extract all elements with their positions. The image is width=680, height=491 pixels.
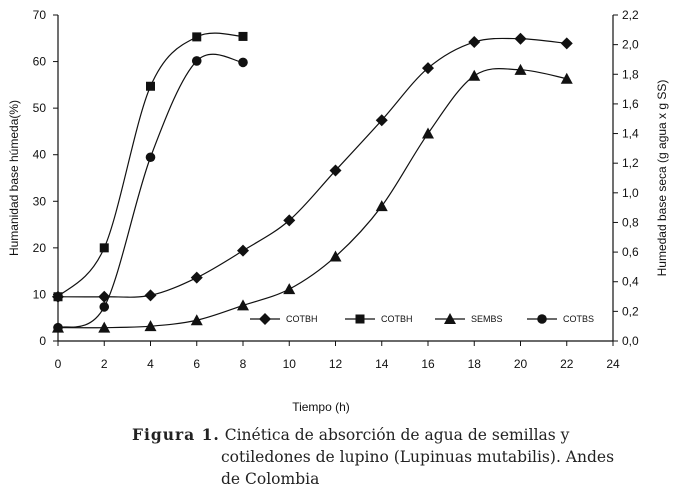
legend-label: COTBH — [286, 314, 318, 324]
data-point-diamond — [560, 37, 573, 50]
legend-marker-square — [355, 314, 365, 324]
y-right-tick-label: 0,8 — [622, 215, 639, 229]
caption-line-3: de Colombia — [221, 470, 320, 488]
legend-item: COTBH — [250, 313, 318, 325]
x-tick-label: 20 — [514, 357, 528, 371]
legend-item: COTBH — [345, 314, 413, 324]
data-point-triangle — [329, 250, 342, 262]
x-axis-title: Tiempo (h) — [292, 400, 350, 414]
data-point-circle — [99, 302, 110, 312]
data-point-square — [146, 81, 155, 91]
data-point-triangle — [98, 321, 111, 333]
legend: COTBH COTBH SEMBS COTBS — [250, 313, 594, 325]
y-left-tick-label: 20 — [33, 241, 47, 255]
y-left-tick-label: 30 — [33, 194, 47, 208]
data-point-square — [53, 292, 63, 302]
x-tick-label: 16 — [421, 357, 435, 371]
y-left-tick-label: 0 — [39, 334, 46, 348]
y-right-tick-label: 0,0 — [622, 334, 639, 348]
data-point-triangle — [468, 69, 481, 81]
y-left-tick-label: 70 — [33, 8, 47, 22]
tick-labels: 0 2 4 6 8 10 12 14 16 18 20 22 240102030405060700,00… — [33, 8, 639, 371]
series-cotbs-circle — [53, 53, 248, 333]
legend-marker-circle — [537, 314, 547, 324]
data-point-diamond — [283, 214, 296, 227]
y-left-tick-label: 60 — [33, 55, 47, 69]
y-right-tick-label: 1,2 — [622, 156, 639, 170]
figure-label: Figura 1. — [132, 425, 220, 444]
data-point-circle — [238, 57, 248, 68]
data-point-diamond — [514, 32, 527, 45]
data-point-triangle — [237, 299, 249, 311]
data-point-triangle — [514, 63, 527, 75]
y-right-tick-label: 1,4 — [622, 127, 639, 141]
legend-marker-diamond — [259, 313, 271, 325]
legend-label: SEMBS — [471, 314, 503, 324]
legend-item: SEMBS — [435, 313, 503, 324]
series-layer — [52, 31, 573, 333]
data-point-diamond — [422, 62, 434, 75]
x-tick-label: 2 — [101, 357, 108, 371]
y-axis-left-title: Humanidad base húmeda(%) — [7, 100, 21, 256]
series-line — [57, 37, 567, 298]
y-right-tick-label: 0,4 — [622, 275, 639, 289]
y-right-tick-label: 0,6 — [622, 245, 639, 259]
series-sembs-triangle — [52, 63, 573, 333]
x-tick-label: 10 — [283, 357, 297, 371]
legend-marker-triangle — [444, 313, 456, 324]
data-point-diamond — [237, 244, 249, 257]
series-cotbh-square — [53, 31, 248, 302]
data-point-triangle — [375, 200, 388, 212]
data-point-diamond — [375, 114, 388, 127]
y-left-tick-label: 10 — [33, 287, 47, 301]
series-cotbh-diamond — [52, 32, 573, 303]
y-left-tick-label: 50 — [33, 101, 47, 115]
data-point-diamond — [329, 164, 342, 177]
data-point-square — [192, 32, 202, 42]
legend-label: COTBS — [563, 314, 594, 324]
x-tick-label: 0 — [55, 357, 62, 371]
x-tick-label: 18 — [468, 357, 482, 371]
data-point-square — [99, 243, 109, 253]
data-point-circle — [145, 152, 156, 163]
legend-item: COTBS — [527, 314, 594, 324]
data-point-circle — [53, 322, 63, 333]
axes — [53, 14, 618, 346]
x-tick-label: 14 — [375, 357, 389, 371]
x-tick-label: 6 — [193, 357, 200, 371]
x-tick-label: 22 — [560, 357, 574, 371]
legend-label: COTBH — [381, 314, 413, 324]
x-tick-label: 4 — [147, 357, 154, 371]
data-point-triangle — [283, 283, 296, 295]
y-right-tick-label: 0,2 — [622, 304, 639, 318]
y-right-tick-label: 2,0 — [622, 38, 639, 52]
x-tick-label: 8 — [240, 357, 247, 371]
series-line — [57, 32, 244, 298]
data-point-triangle — [422, 127, 434, 139]
data-point-circle — [191, 56, 202, 66]
y-right-tick-label: 1,6 — [622, 97, 639, 111]
caption-line-1: Cinética de absorción de agua de semilla… — [224, 426, 570, 444]
y-right-tick-label: 1,8 — [622, 67, 639, 81]
y-axis-right-title: Humedad base seca (g agua x g SS) — [655, 80, 669, 277]
series-line — [57, 68, 567, 329]
absorption-chart: 0 2 4 6 8 10 12 14 16 18 20 22 240102030405060700,00… — [7, 8, 669, 414]
y-right-tick-label: 1,0 — [622, 186, 639, 200]
data-point-triangle — [560, 72, 573, 84]
data-point-diamond — [190, 271, 203, 284]
data-point-diamond — [144, 289, 157, 302]
caption-line-2: cotiledones de lupino (Lupinuas mutabili… — [221, 448, 615, 466]
data-point-diamond — [468, 36, 481, 49]
x-tick-label: 12 — [329, 357, 343, 371]
y-left-tick-label: 40 — [33, 148, 47, 162]
figure-caption: Figura 1. Cinética de absorción de agua … — [132, 424, 672, 490]
data-point-triangle — [144, 320, 157, 332]
x-tick-label: 24 — [606, 357, 620, 371]
series-line — [57, 53, 244, 329]
y-right-tick-label: 2,2 — [622, 8, 639, 22]
data-point-square — [238, 31, 248, 41]
data-point-triangle — [190, 314, 203, 326]
